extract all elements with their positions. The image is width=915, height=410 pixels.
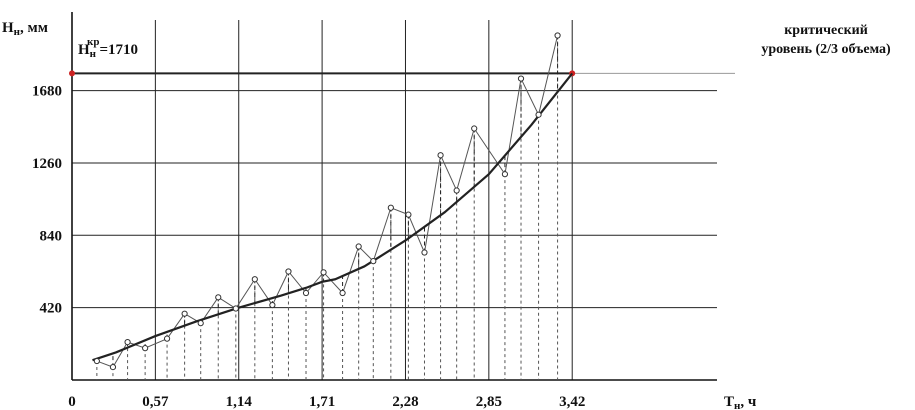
critical-level-start-marker xyxy=(69,70,75,77)
data-point xyxy=(302,289,310,297)
grid: 0 0,57 1,14 1,71 2,28 2,85 3,42 420 840 1260 1680 xyxy=(32,12,717,410)
x-tick-label: 1,71 xyxy=(309,394,335,410)
critical-level-annotation-line2: уровень (2/3 объема) xyxy=(761,42,891,57)
data-point xyxy=(93,357,100,365)
data-layer xyxy=(69,32,735,371)
x-tick-label: 0,57 xyxy=(142,394,169,410)
x-tick-label: 3,42 xyxy=(559,394,585,410)
y-tick-label: 840 xyxy=(40,228,63,244)
data-point xyxy=(471,125,478,132)
data-point xyxy=(215,294,222,301)
data-point xyxy=(124,339,131,346)
y-axis-title: Hн, мм xyxy=(2,20,48,38)
trend-curve xyxy=(92,72,574,362)
data-point xyxy=(251,276,258,283)
x-tick-label: 0 xyxy=(68,394,76,410)
x-tick-label: 1,14 xyxy=(226,394,253,410)
data-point xyxy=(109,363,117,371)
data-point xyxy=(142,345,149,352)
data-point xyxy=(405,211,412,218)
data-point xyxy=(285,268,292,275)
data-point xyxy=(269,301,276,309)
data-point xyxy=(181,310,188,317)
data-point xyxy=(554,32,561,39)
data-point xyxy=(453,187,460,194)
y-tick-label: 420 xyxy=(40,301,63,317)
x-axis-title: Tн, ч xyxy=(724,394,757,410)
x-tick-label: 2,85 xyxy=(476,394,502,410)
data-point xyxy=(370,258,377,265)
data-point xyxy=(232,305,239,312)
data-point xyxy=(535,111,542,118)
data-point xyxy=(339,289,346,297)
data-point xyxy=(421,249,428,256)
data-point xyxy=(320,269,327,276)
data-point xyxy=(387,204,394,211)
y-tick-label: 1260 xyxy=(32,156,62,172)
critical-level-label: Hнкр=1710 xyxy=(78,36,138,60)
data-point xyxy=(501,171,509,178)
data-point xyxy=(163,335,171,342)
data-point xyxy=(197,320,204,327)
y-tick-label: 1680 xyxy=(32,84,62,100)
data-point xyxy=(355,243,362,250)
critical-level-annotation-line1: критический xyxy=(784,23,868,38)
x-tick-label: 2,28 xyxy=(392,394,418,410)
data-point xyxy=(517,75,525,82)
data-point xyxy=(437,152,444,159)
drop-lines xyxy=(96,35,559,380)
